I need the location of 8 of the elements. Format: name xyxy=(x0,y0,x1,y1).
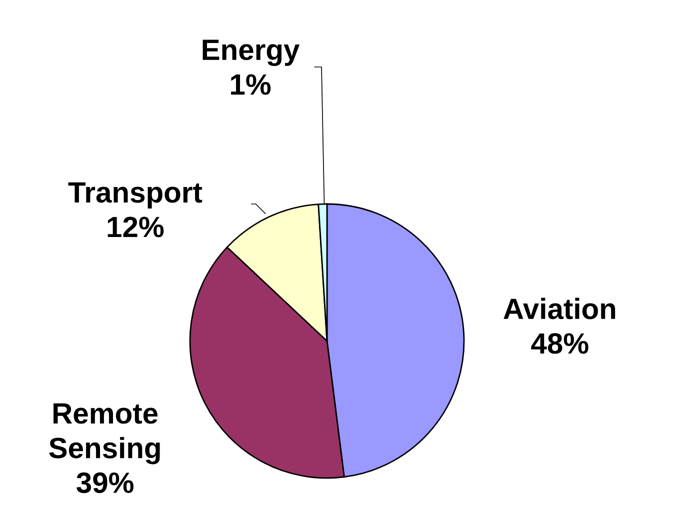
data-label: 39% xyxy=(76,472,134,494)
slice-label: Remote Sensing xyxy=(49,403,160,464)
slice-label: Aviation xyxy=(504,298,616,320)
data-label: 48% xyxy=(531,333,588,354)
slice-label: Energy xyxy=(202,40,300,66)
data-label: 12% xyxy=(108,216,164,238)
legend-label: Transport xyxy=(68,182,202,209)
data-label: 1% xyxy=(231,74,271,95)
